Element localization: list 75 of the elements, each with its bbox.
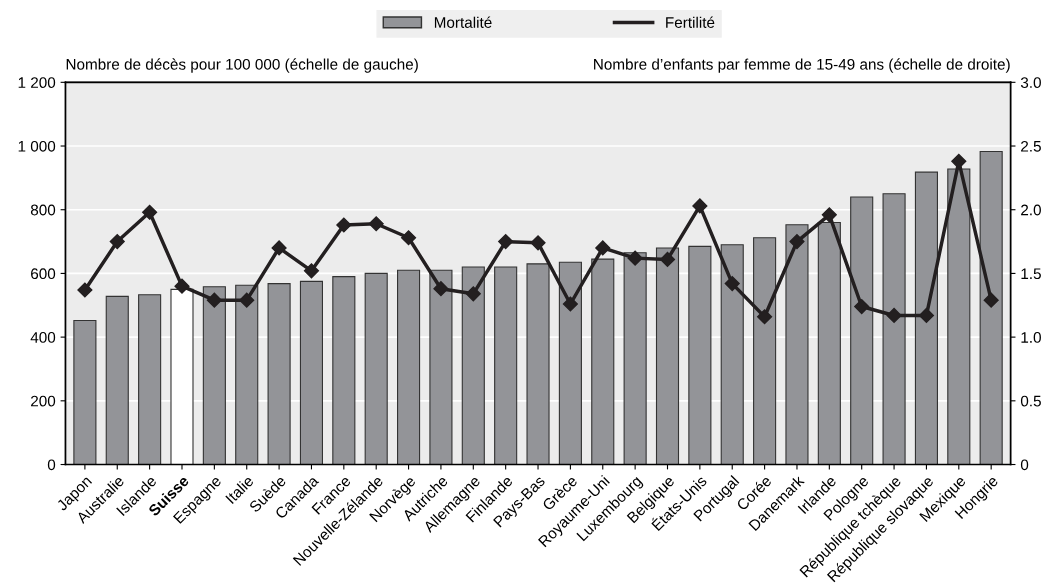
- bar: [364, 272, 388, 465]
- point: [530, 235, 546, 251]
- point: [303, 263, 320, 279]
- point: [142, 204, 158, 220]
- point: [789, 233, 805, 250]
- point: [206, 292, 222, 308]
- bar: [558, 261, 582, 465]
- legend-label: Mortalité: [434, 16, 492, 28]
- point: [627, 250, 643, 266]
- bar: [882, 193, 906, 465]
- y2-tick-label: 0: [1020, 459, 1029, 471]
- bar: [655, 247, 680, 465]
- point: [692, 198, 708, 214]
- bar: [267, 283, 291, 465]
- point: [918, 307, 935, 324]
- bar: [817, 221, 841, 465]
- point: [983, 292, 999, 308]
- point: [886, 307, 902, 324]
- point: [595, 240, 611, 256]
- y-tick-label: 200: [31, 395, 56, 407]
- point: [336, 217, 352, 233]
- legend-label: Fertilité: [666, 16, 715, 28]
- point: [400, 230, 417, 246]
- bar: [73, 320, 97, 465]
- point: [951, 153, 967, 169]
- bar: [526, 263, 550, 465]
- bar: [850, 196, 874, 465]
- bar: [235, 284, 259, 465]
- y2-tick-label: 1.0: [1021, 331, 1041, 343]
- bar: [914, 171, 938, 465]
- bar: [785, 224, 809, 465]
- bar: [332, 276, 356, 465]
- point: [433, 281, 449, 297]
- y2-tick-label: 2.5: [1021, 140, 1041, 152]
- y-tick-label: 1 000: [18, 140, 56, 152]
- y-tick-label: 1 200: [18, 77, 56, 89]
- y-axis-title: Nombre de décès pour 100 000 (échelle de gauche): [66, 58, 418, 73]
- bar: [299, 280, 324, 465]
- bar: [688, 245, 712, 465]
- bar: [720, 244, 744, 465]
- y-tick-label: 600: [31, 268, 56, 280]
- point: [465, 286, 481, 302]
- point: [368, 216, 384, 232]
- y-tick-label: 400: [30, 331, 56, 343]
- bar: [202, 286, 226, 465]
- y-tick-label: 800: [30, 204, 56, 216]
- y2-tick-label: 3.0: [1020, 77, 1041, 89]
- point: [109, 233, 125, 250]
- point: [854, 298, 870, 315]
- bar: [138, 294, 162, 465]
- point: [498, 233, 514, 250]
- point: [659, 251, 676, 267]
- y-tick-label: 0: [47, 459, 56, 471]
- bar: [397, 269, 421, 465]
- bar: [591, 258, 615, 465]
- y2-axis-title: Nombre d’enfants par femme de 15-49 ans (échelle de droite): [594, 58, 1010, 73]
- bar: [623, 252, 647, 465]
- bar: [105, 295, 129, 465]
- point: [821, 207, 837, 223]
- point: [271, 240, 287, 256]
- point: [562, 296, 578, 312]
- bar: [979, 150, 1003, 465]
- point: [77, 282, 93, 298]
- bar: [753, 237, 777, 465]
- point: [174, 278, 190, 294]
- point: [724, 276, 740, 292]
- y2-tick-label: 2.0: [1021, 204, 1041, 216]
- y2-tick-label: 0.5: [1020, 395, 1041, 407]
- bar: [461, 266, 485, 465]
- y2-tick-label: 1.5: [1021, 268, 1041, 280]
- bar: [494, 266, 518, 465]
- point: [757, 309, 773, 325]
- point: [239, 292, 255, 308]
- bar: [947, 168, 971, 465]
- bar: [429, 269, 453, 465]
